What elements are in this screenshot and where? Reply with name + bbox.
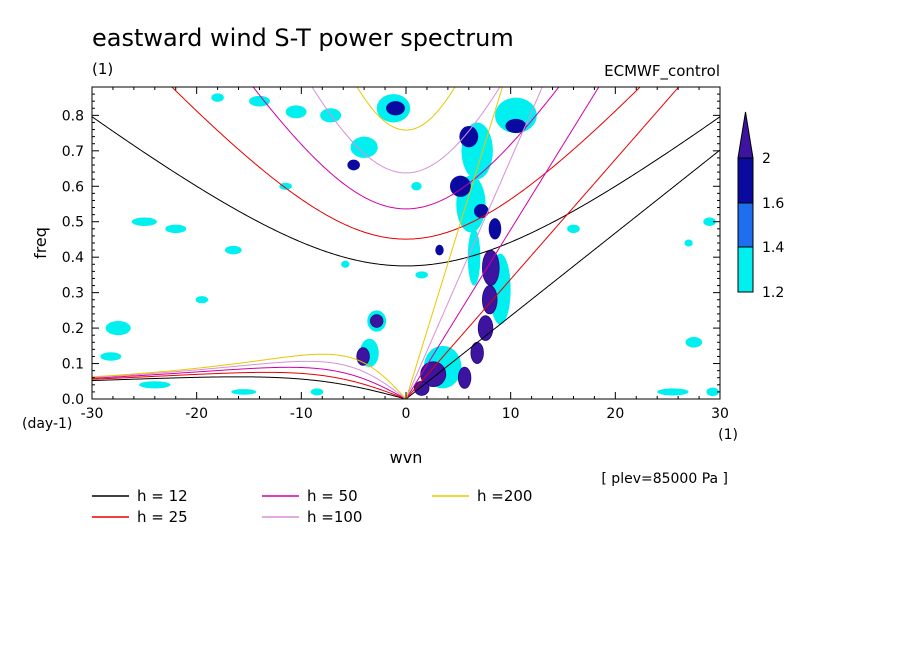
spectrum-blob bbox=[467, 228, 481, 286]
spectrum-blob bbox=[350, 136, 378, 158]
kelvin-curve bbox=[405, 87, 680, 399]
y-tick-label: 0.0 bbox=[62, 392, 84, 408]
legend-label: h = 12 bbox=[137, 487, 188, 505]
y-tick-label: 0.8 bbox=[62, 108, 84, 124]
legend-label: h =100 bbox=[307, 508, 362, 526]
plot-area: -30 -20 -10 0 10 20 30 0.0 0.1 0.2 0.3 0.4 0.5 0.6 0.7… bbox=[62, 86, 729, 422]
spectrum-blob bbox=[411, 182, 422, 191]
x-tick-label: 0 bbox=[402, 406, 411, 422]
spectrum-blob bbox=[477, 315, 494, 341]
spectrum-blob bbox=[341, 260, 350, 268]
colorbar-box bbox=[737, 246, 754, 293]
spectrum-blob bbox=[449, 175, 471, 197]
y-tick-label: 0.3 bbox=[62, 286, 84, 302]
chart-title: eastward wind S-T power spectrum bbox=[92, 24, 514, 52]
legend-label: h = 50 bbox=[307, 487, 358, 505]
spectrum-blob bbox=[370, 314, 384, 328]
kelvin-curve bbox=[405, 87, 503, 399]
y-tick-label: 0.4 bbox=[62, 250, 84, 266]
spectrum-blob bbox=[488, 218, 502, 240]
colorbar-box bbox=[737, 202, 754, 248]
spectrum-blob bbox=[459, 126, 479, 148]
spectrum-blob bbox=[310, 388, 324, 396]
spectrum-blob bbox=[231, 389, 257, 395]
x-tick-label: -30 bbox=[81, 406, 104, 422]
x-tick-label: -10 bbox=[290, 406, 313, 422]
spectrum-blob bbox=[482, 249, 500, 286]
x-unit-label: (1) bbox=[718, 427, 738, 443]
colorbar-label: 1.4 bbox=[762, 240, 784, 256]
legend-label: h =200 bbox=[477, 487, 532, 505]
spectrum-blob bbox=[211, 93, 224, 102]
rossby-curve bbox=[92, 353, 407, 399]
y-unit-label: (day-1) bbox=[22, 416, 72, 432]
kelvin-curve bbox=[405, 149, 720, 399]
spectrum-blob bbox=[279, 182, 292, 190]
inertia-gravity-curve bbox=[171, 87, 641, 240]
inertia-gravity-curve bbox=[356, 87, 456, 131]
x-tick-label: 30 bbox=[711, 406, 729, 422]
dispersion-curves bbox=[92, 87, 720, 399]
spectrum-blob bbox=[285, 105, 307, 119]
colorbar-extend-arrow bbox=[737, 111, 754, 159]
spectrum-blob bbox=[657, 388, 689, 396]
spectrum-blob bbox=[474, 204, 489, 219]
spectrum-blob bbox=[703, 217, 716, 226]
y-tick-label: 0.1 bbox=[62, 357, 84, 373]
rossby-curve bbox=[92, 360, 407, 399]
spectrum-blob bbox=[100, 352, 122, 361]
spectrum-blob bbox=[413, 380, 430, 396]
colorbar-box bbox=[737, 157, 754, 204]
spectrum-blob bbox=[415, 271, 428, 279]
spectrum-blob bbox=[224, 245, 242, 255]
spectrum-blob bbox=[684, 239, 693, 247]
colorbar-label: 2 bbox=[762, 151, 771, 167]
axis-ticks: -30 -20 -10 0 10 20 30 0.0 0.1 0.2 0.3 0.4 0.5 0.6 0.7… bbox=[62, 87, 729, 422]
legend-label: h = 25 bbox=[137, 508, 188, 526]
legend: h = 12 h = 25 h = 50 h =100 h =200 bbox=[92, 487, 532, 526]
y-tick-label: 0.7 bbox=[62, 144, 84, 160]
y-tick-label: 0.2 bbox=[62, 321, 84, 337]
spectrum-blob bbox=[347, 159, 360, 171]
spectrum-blob bbox=[105, 321, 131, 336]
y-axis-label: freq bbox=[31, 227, 50, 259]
spectrum-blob bbox=[131, 217, 157, 226]
rossby-curve bbox=[92, 371, 407, 399]
spectrum-blob bbox=[685, 336, 703, 348]
y-tick-label: 0.6 bbox=[62, 179, 84, 195]
rossby-curve bbox=[92, 366, 407, 399]
x-tick-label: -20 bbox=[185, 406, 208, 422]
spectrum-blob bbox=[249, 95, 270, 107]
spectrum-blob bbox=[139, 381, 171, 389]
kelvin-curve bbox=[405, 87, 543, 399]
spectrum-blob bbox=[706, 387, 719, 397]
colorbar-label: 1.2 bbox=[762, 285, 784, 301]
inertia-gravity-curve bbox=[311, 87, 501, 174]
chart-subtitle-left: (1) bbox=[92, 60, 113, 78]
chart-subtitle-right: ECMWF_control bbox=[604, 62, 720, 81]
colorbar-label: 1.6 bbox=[762, 196, 784, 212]
spectrum-blob bbox=[165, 224, 187, 234]
x-axis-label: wvn bbox=[390, 448, 423, 467]
spectrum-blob bbox=[505, 118, 527, 134]
spectrum-blob bbox=[420, 361, 447, 387]
inertia-gravity-curve bbox=[252, 87, 560, 210]
spectrum-blob bbox=[435, 244, 444, 256]
inertia-gravity-curve bbox=[92, 116, 720, 267]
spectrum-blob bbox=[386, 101, 405, 116]
spectrum-blob bbox=[195, 296, 209, 304]
pressure-level-note: [ plev=85000 Pa ] bbox=[601, 471, 728, 487]
y-tick-label: 0.5 bbox=[62, 215, 84, 231]
plot-background bbox=[92, 87, 720, 399]
x-tick-label: 20 bbox=[606, 406, 624, 422]
x-tick-label: 10 bbox=[502, 406, 520, 422]
spectrum-blob bbox=[567, 224, 580, 234]
spectrum-blob bbox=[457, 366, 472, 389]
rossby-curve bbox=[92, 376, 407, 399]
colorbar: 1.2 1.4 1.6 2 bbox=[737, 111, 784, 301]
kelvin-curve bbox=[405, 87, 600, 399]
